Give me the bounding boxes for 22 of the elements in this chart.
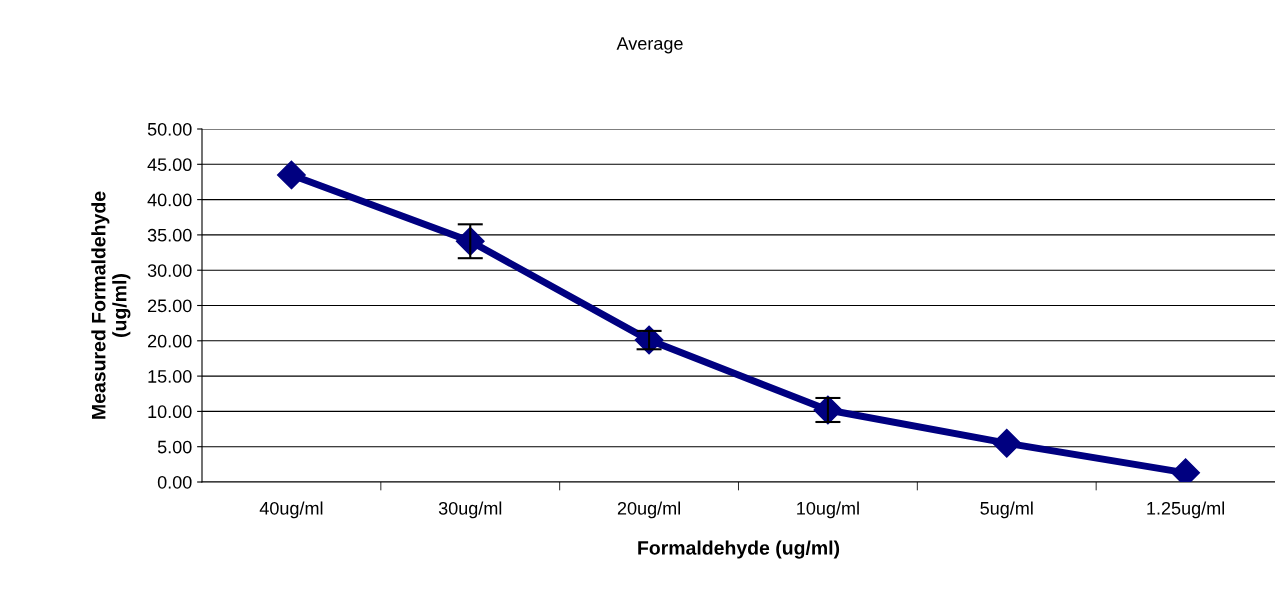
y-tick-label: 25.00 — [148, 299, 192, 313]
y-tick-label: 5.00 — [157, 440, 192, 454]
y-tick-label: 0.00 — [157, 475, 192, 489]
x-axis-title: Formaldehyde (ug/ml) — [638, 540, 840, 559]
y-tick-label: 15.00 — [148, 370, 192, 383]
y-tick-label: 30.00 — [147, 264, 192, 277]
x-tick-label: 30ug/ml — [438, 501, 502, 519]
x-tick-label: 40ug/ml — [259, 501, 323, 519]
y-tick-label: 20.00 — [148, 334, 192, 348]
chart-title: Average — [616, 37, 683, 54]
y-axis-title: Measured Formaldehyde (ug/ml) — [91, 191, 131, 419]
y-tick-label: 45.00 — [147, 158, 192, 172]
point — [992, 428, 1022, 458]
y-tick-label: 10.00 — [148, 405, 192, 419]
y-tick-label: 50.00 — [147, 122, 192, 136]
point — [276, 160, 306, 190]
x-tick-label: 20ug/ml — [617, 501, 680, 519]
x-tick-label: 10ug/ml — [797, 501, 859, 519]
x-tick-label: 1.25ug/ml — [1147, 501, 1225, 519]
y-tick-label: 40.00 — [147, 193, 192, 207]
x-tick-label: 5ug/ml — [980, 501, 1033, 519]
y-tick-label: 35.00 — [147, 228, 192, 242]
